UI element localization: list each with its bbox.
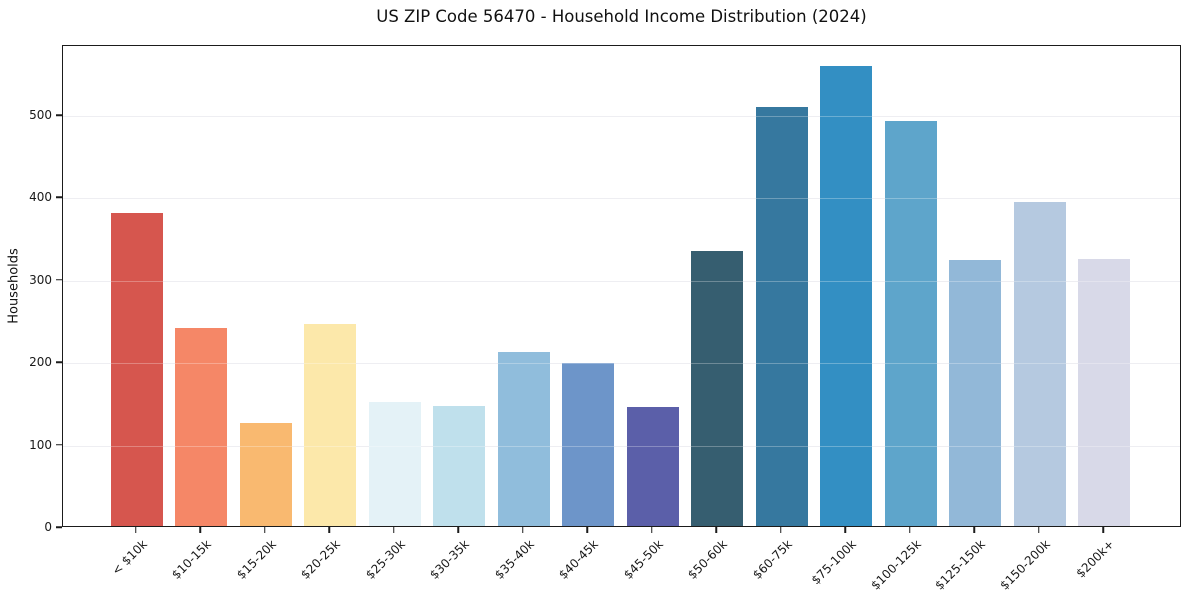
y-tick-mark [56, 279, 62, 281]
bar [755, 107, 808, 526]
x-tick-label: $30-35k [427, 537, 472, 582]
x-tick-label: $45-50k [620, 537, 666, 582]
x-tick-label: $35-40k [491, 537, 537, 582]
x-tick-mark [586, 527, 588, 533]
x-tick-mark [328, 527, 330, 533]
plot-area [62, 45, 1181, 527]
y-tick-mark [56, 361, 62, 363]
x-tick-label: $20-25k [298, 537, 343, 582]
y-tick-mark [56, 114, 62, 116]
x-tick-mark [521, 527, 524, 533]
x-tick-label: $60-75k [749, 537, 795, 582]
bar [1013, 202, 1066, 526]
bar [175, 328, 227, 526]
bar [239, 423, 292, 526]
x-tick-label: $15-20k [233, 537, 279, 582]
bar [820, 66, 872, 526]
bar [626, 407, 679, 526]
x-tick-mark [263, 527, 266, 533]
x-tick-label: $200k+ [1073, 537, 1117, 581]
bar [433, 405, 485, 526]
gridline [63, 198, 1180, 200]
x-tick-mark [844, 527, 846, 533]
x-tick-label: $75-100k [808, 537, 859, 588]
x-tick-label: $50-60k [685, 537, 730, 582]
x-tick-label: < $10k [108, 537, 150, 578]
x-tick-mark [973, 527, 975, 533]
bar [949, 259, 1001, 526]
x-tick-mark [134, 527, 137, 533]
gridline-overlay [63, 445, 1180, 447]
gridline [63, 116, 1180, 118]
x-tick-mark [715, 527, 717, 533]
bar [110, 212, 163, 526]
y-tick-mark [56, 443, 62, 446]
gridline-overlay [63, 363, 1180, 365]
x-tick-mark [457, 527, 459, 533]
y-tick-label: 200 [29, 355, 52, 370]
x-tick-mark [908, 527, 911, 533]
y-tick-mark [56, 196, 62, 199]
gridline [63, 280, 1180, 282]
bar [562, 362, 614, 526]
x-tick-label: $100-125k [867, 537, 924, 590]
bar [884, 120, 937, 526]
x-tick-mark [779, 527, 782, 533]
chart-title: US ZIP Code 56470 - Household Income Dis… [376, 7, 867, 26]
x-tick-mark [1102, 527, 1104, 533]
gridline [63, 363, 1180, 365]
x-tick-mark [1037, 527, 1040, 533]
y-tick-label: 0 [44, 520, 52, 534]
x-tick-label: $125-150k [932, 537, 988, 590]
x-tick-mark [392, 527, 395, 533]
y-tick-label: 100 [29, 437, 52, 452]
y-tick-label: 300 [29, 272, 52, 287]
x-tick-label: $25-30k [362, 537, 408, 582]
x-tick-label: $10-15k [169, 537, 214, 582]
bar [691, 250, 743, 526]
gridline [63, 445, 1180, 447]
bar [368, 401, 421, 526]
y-tick-label: 500 [29, 108, 52, 123]
gridline-overlay [63, 198, 1180, 200]
bar [304, 324, 356, 526]
y-tick-mark [56, 526, 62, 528]
x-tick-label: $150-200k [996, 537, 1053, 590]
x-tick-label: $40-45k [556, 537, 601, 582]
y-tick-label: 400 [29, 190, 52, 205]
gridline-overlay [63, 280, 1180, 282]
gridline-overlay [63, 116, 1180, 118]
x-tick-mark [199, 527, 201, 533]
bar [497, 352, 550, 526]
bar [1078, 259, 1130, 526]
x-tick-mark [650, 527, 653, 533]
